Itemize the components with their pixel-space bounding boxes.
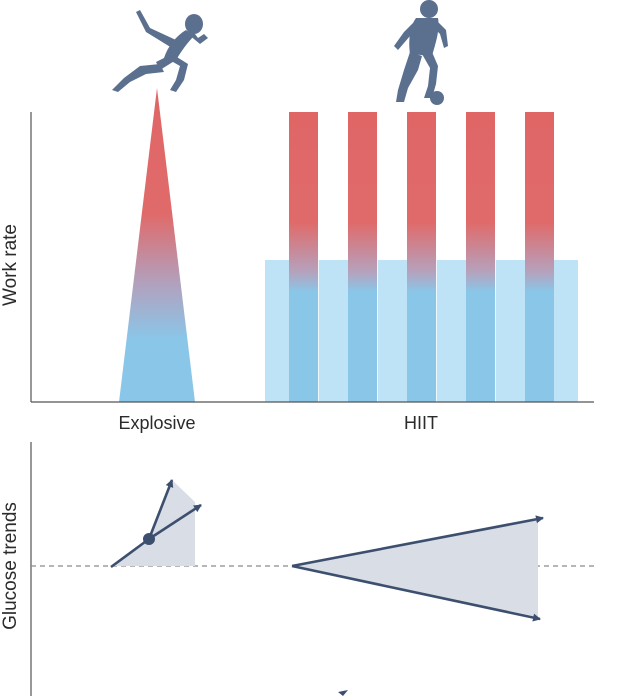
explosive-glucose-arrow-steep xyxy=(147,479,174,540)
hiit-bout xyxy=(407,112,436,402)
hiit-bout xyxy=(289,112,318,402)
sprinter-silhouette-icon xyxy=(112,10,208,92)
cropped-arrow-icon xyxy=(338,690,348,696)
work-rate-axis-title: Work rate xyxy=(0,224,21,306)
explosive-label: Explosive xyxy=(118,413,195,433)
hiit-label: HIIT xyxy=(404,413,438,433)
explosive-spike xyxy=(119,88,195,402)
hiit-work-bouts xyxy=(289,112,554,402)
explosive-glucose-node xyxy=(143,533,155,545)
work-rate-panel: Work rate Explosive HIIT xyxy=(0,88,594,433)
explosive-glucose-arrow xyxy=(110,537,150,569)
hiit-bout xyxy=(466,112,495,402)
footballer-silhouette-icon xyxy=(394,0,448,105)
hiit-glucose-arrow-up xyxy=(291,515,544,568)
glucose-axis-title: Glucose trends xyxy=(0,502,21,630)
hiit-glucose-arrow-down xyxy=(291,564,541,622)
hiit-bout xyxy=(525,112,554,402)
explosive-glucose-fan xyxy=(112,480,195,566)
hiit-bout xyxy=(348,112,377,402)
hiit-glucose-fan xyxy=(292,519,538,617)
explosive-glucose-arrow-shallow xyxy=(148,503,202,541)
glucose-trends-panel: Glucose trends xyxy=(0,442,594,696)
